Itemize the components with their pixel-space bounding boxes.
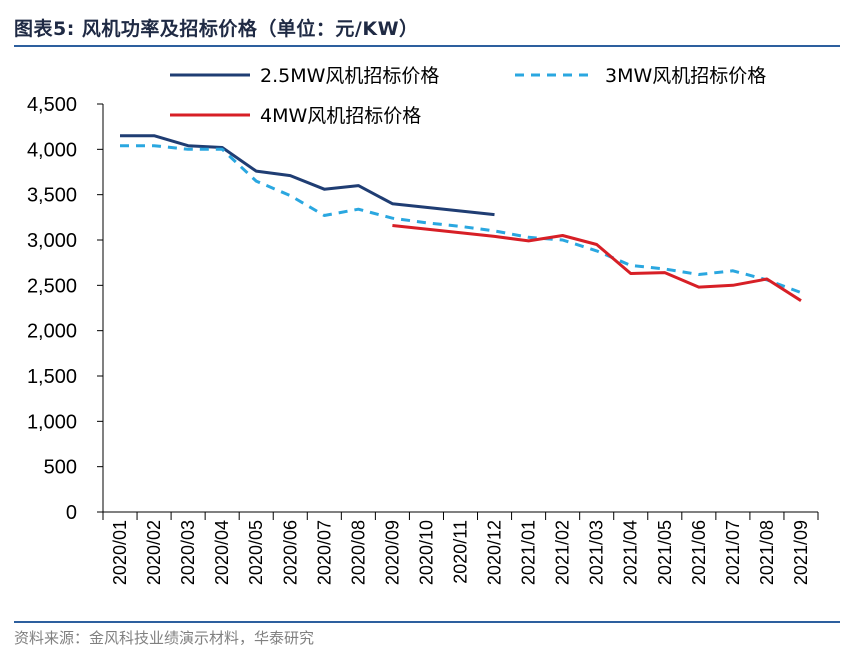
plot-lines xyxy=(120,134,802,302)
y-tick-label: 1,000 xyxy=(27,411,77,433)
y-tick-label: 2,000 xyxy=(27,321,77,343)
x-tick-label: 2020/08 xyxy=(348,520,368,585)
y-axis: 0 500 1,000 1,500 2,000 2,500 3,000 3,500 4,000 4… xyxy=(27,94,104,524)
x-tick-label: 2020/05 xyxy=(246,520,266,585)
x-axis: 2020/01 2020/02 2020/03 2020/04 2020/05 2020/… xyxy=(102,511,819,585)
x-tick-label: 2020/10 xyxy=(416,520,436,585)
x-tick-label: 2021/09 xyxy=(791,520,811,585)
legend-label-1: 2.5MW风机招标价格 xyxy=(260,65,439,87)
x-tick-label: 2020/12 xyxy=(485,520,505,585)
title-divider xyxy=(14,45,840,47)
y-tick-label: 500 xyxy=(44,457,77,479)
y-tick-label: 4,000 xyxy=(27,139,77,161)
x-tick-label: 2021/07 xyxy=(723,520,743,585)
x-tick-label: 2021/06 xyxy=(689,520,709,585)
x-tick-label: 2020/04 xyxy=(212,520,232,585)
source-divider xyxy=(14,621,840,623)
legend: 2.5MW风机招标价格 3MW风机招标价格 4MW风机招标价格 xyxy=(170,65,766,127)
x-tick-label: 2020/11 xyxy=(451,520,471,584)
legend-label-2: 3MW风机招标价格 xyxy=(605,65,766,87)
x-tick-label: 2020/07 xyxy=(314,520,334,585)
x-tick-label: 2021/03 xyxy=(587,520,607,585)
series-line-3 xyxy=(392,224,802,302)
x-tick-label: 2021/08 xyxy=(757,520,777,585)
x-tick-label: 2021/04 xyxy=(621,520,641,585)
price-line-chart: 2.5MW风机招标价格 3MW风机招标价格 4MW风机招标价格 0 500 1,000 1… xyxy=(27,65,819,585)
x-tick-label: 2021/02 xyxy=(553,520,573,585)
x-tick-label: 2021/05 xyxy=(655,520,675,585)
x-tick-label: 2020/02 xyxy=(144,520,164,585)
legend-label-3: 4MW风机招标价格 xyxy=(260,105,421,127)
y-tick-label: 3,500 xyxy=(27,185,77,207)
x-tick-label: 2021/01 xyxy=(519,520,539,585)
figure-title: 图表5: 风机功率及招标价格（单位：元/KW） xyxy=(14,18,419,40)
y-tick-label: 2,500 xyxy=(27,275,77,297)
series-line-1 xyxy=(120,134,495,217)
x-tick-label: 2020/09 xyxy=(382,520,402,585)
x-tick-label: 2020/03 xyxy=(178,520,198,585)
x-tick-label: 2020/01 xyxy=(110,520,130,585)
y-tick-label: 4,500 xyxy=(27,94,77,116)
y-tick-label: 3,000 xyxy=(27,230,77,252)
x-tick-label: 2020/06 xyxy=(280,520,300,585)
y-tick-label: 1,500 xyxy=(27,366,77,388)
series-line-2 xyxy=(120,144,802,295)
y-tick-label: 0 xyxy=(66,502,77,524)
source-note: 资料来源：金风科技业绩演示材料，华泰研究 xyxy=(14,629,315,647)
